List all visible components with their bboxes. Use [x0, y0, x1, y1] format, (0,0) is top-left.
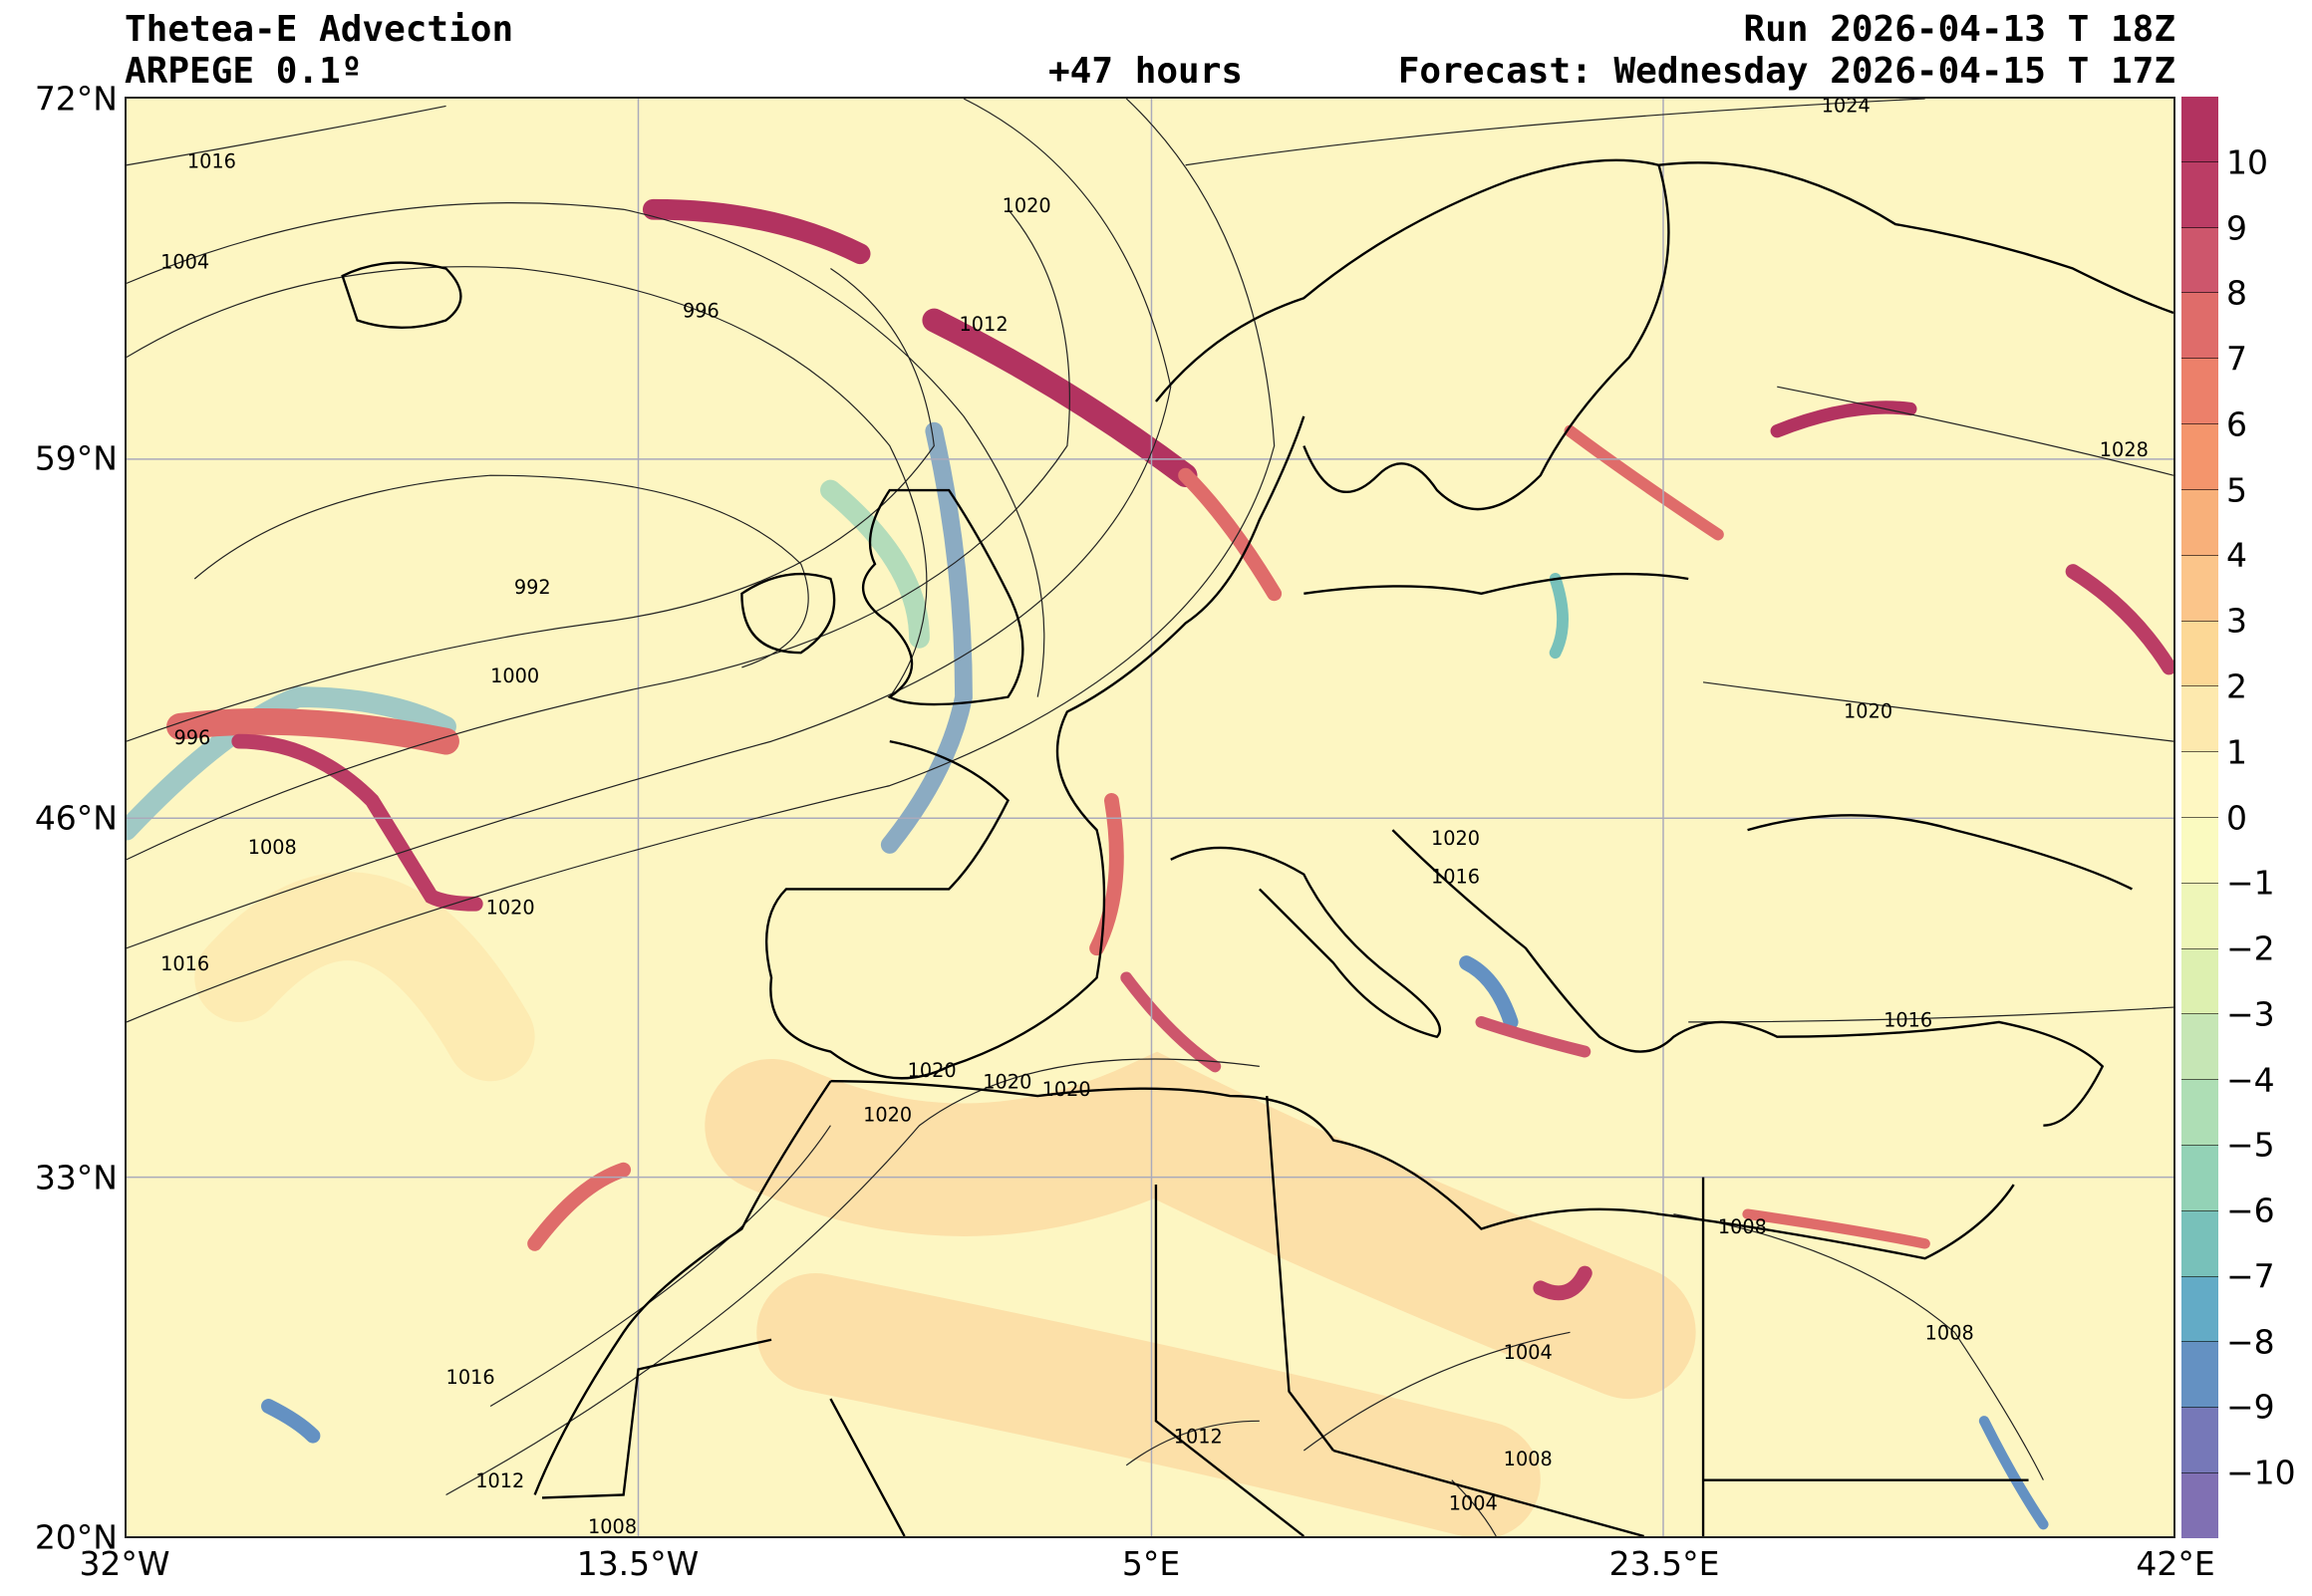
colorbar-band [2181, 817, 2218, 884]
advection-field [127, 198, 2173, 1536]
colorbar-band [2181, 1473, 2218, 1538]
colorbar-tick-label: 2 [2226, 666, 2247, 706]
colorbar-tick-label: 4 [2226, 535, 2247, 575]
colorbar-band [2181, 1014, 2218, 1081]
isobar-label: 1016 [1431, 866, 1480, 889]
lat-label: 20°N [34, 1517, 118, 1557]
colorbar-tick-label: −8 [2226, 1322, 2275, 1362]
isobar-label: 1012 [960, 313, 1009, 336]
lead-time: +47 hours [1048, 51, 1244, 92]
isobar-label: 1008 [1504, 1448, 1553, 1470]
colorbar-band [2181, 424, 2218, 490]
forecast-time: Forecast: Wednesday 2026-04-15 T 17Z [1397, 51, 2175, 92]
isobar-label: 1000 [490, 665, 539, 687]
isobar-label: 1008 [588, 1515, 637, 1536]
colorbar-band [2181, 1342, 2218, 1409]
colorbar-band [2181, 621, 2218, 687]
isobar-label: 1004 [160, 251, 209, 274]
colorbar-band [2181, 752, 2218, 818]
isobar-label: 1024 [1822, 99, 1871, 117]
isobar-label: 996 [683, 299, 720, 322]
isobar-label: 1012 [1174, 1426, 1223, 1449]
colorbar-tick-label: −7 [2226, 1256, 2275, 1296]
colorbar-band [2181, 948, 2218, 1015]
lat-label: 72°N [34, 79, 118, 119]
isobar-label: 992 [514, 576, 551, 599]
isobar-labels: 1016 1004 996 1012 1020 992 1000 996 100… [160, 99, 2149, 1536]
isobar-label: 996 [173, 726, 210, 749]
colorbar-band [2181, 489, 2218, 556]
colorbar-tick-label: 7 [2226, 339, 2247, 379]
colorbar-tick-label: 0 [2226, 798, 2247, 837]
isobar-label: 1004 [1504, 1341, 1553, 1364]
map-canvas: 1016 1004 996 1012 1020 992 1000 996 100… [127, 99, 2173, 1536]
isobar-label: 1012 [475, 1469, 524, 1492]
colorbar-tick-label: 5 [2226, 470, 2247, 510]
gridlines [127, 99, 2173, 1536]
colorbar-tick-label: 3 [2226, 601, 2247, 641]
colorbar-band [2181, 555, 2218, 622]
coastlines-borders [341, 158, 2173, 1536]
isobar-label: 1008 [1925, 1322, 1974, 1345]
colorbar-tick-label: −5 [2226, 1125, 2275, 1165]
colorbar [2181, 97, 2218, 1538]
colorbar-tick-label: −3 [2226, 994, 2275, 1034]
colorbar-tick-label: 9 [2226, 208, 2247, 248]
lon-label: 5°E [1121, 1544, 1181, 1583]
colorbar-band [2181, 293, 2218, 360]
isobar-label: 1020 [1003, 194, 1051, 217]
colorbar-tick-label: −1 [2226, 863, 2275, 903]
isobar-label: 1020 [1431, 827, 1480, 850]
colorbar-tick-label: −4 [2226, 1060, 2275, 1100]
colorbar-tick-label: 10 [2226, 142, 2268, 182]
colorbar-band [2181, 1080, 2218, 1146]
isobars [127, 99, 2173, 1536]
lon-label: 23.5°E [1608, 1544, 1720, 1583]
colorbar-tick-label: 8 [2226, 273, 2247, 313]
colorbar-band [2181, 227, 2218, 294]
isobar-label: 1020 [1042, 1078, 1091, 1101]
colorbar-tick-label: −6 [2226, 1191, 2275, 1230]
lat-label: 46°N [34, 798, 118, 838]
isobar-label: 1008 [248, 836, 297, 859]
colorbar-band [2181, 1276, 2218, 1343]
colorbar-tick-label: −2 [2226, 929, 2275, 968]
colorbar-band [2181, 359, 2218, 425]
run-time: Run 2026-04-13 T 18Z [1743, 9, 2175, 50]
model-name: ARPEGE 0.1º [125, 51, 363, 92]
lon-label: 13.5°W [576, 1544, 700, 1583]
isobar-label: 1016 [1883, 1008, 1932, 1031]
colorbar-tick-label: 1 [2226, 732, 2247, 772]
colorbar-tick-label: −9 [2226, 1387, 2275, 1427]
isobar-label: 1020 [1844, 699, 1892, 722]
isobar-label: 1020 [486, 897, 535, 920]
map-panel: 1016 1004 996 1012 1020 992 1000 996 100… [125, 97, 2175, 1538]
colorbar-tick-label: 6 [2226, 404, 2247, 444]
colorbar-band [2181, 97, 2218, 162]
isobar-label: 1020 [983, 1071, 1031, 1094]
isobar-label: 1016 [160, 952, 209, 975]
lon-label: 42°E [2136, 1544, 2215, 1583]
colorbar-band [2181, 1146, 2218, 1211]
colorbar-band [2181, 686, 2218, 753]
isobar-label: 1008 [1718, 1215, 1767, 1238]
colorbar-band [2181, 161, 2218, 228]
colorbar-band [2181, 883, 2218, 949]
isobar-label: 1016 [446, 1366, 495, 1389]
isobar-label: 1020 [863, 1103, 912, 1126]
colorbar-band [2181, 1408, 2218, 1474]
colorbar-tick-label: −10 [2226, 1453, 2296, 1492]
lat-label: 33°N [34, 1158, 118, 1197]
isobar-label: 1004 [1449, 1491, 1498, 1514]
isobar-label: 1028 [2100, 438, 2149, 461]
isobar-label: 1016 [187, 150, 236, 173]
isobar-label: 1020 [908, 1059, 957, 1082]
colorbar-band [2181, 1210, 2218, 1277]
chart-title: Thetea-E Advection [125, 9, 514, 50]
lon-label: 32°W [79, 1544, 170, 1583]
lat-label: 59°N [34, 438, 118, 478]
